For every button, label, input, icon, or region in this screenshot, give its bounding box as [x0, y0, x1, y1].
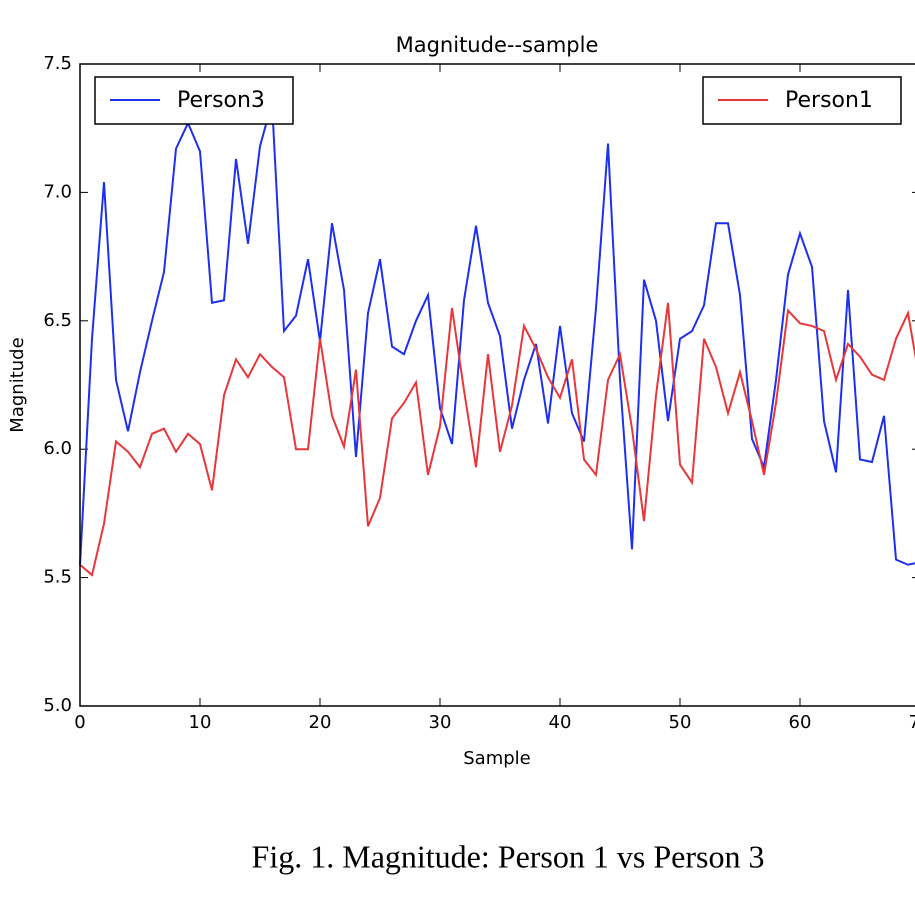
x-tick-label: 50	[669, 712, 692, 733]
x-tick-label: 30	[429, 712, 452, 733]
data-line	[79, 102, 915, 566]
plot-frame	[79, 63, 915, 707]
y-axis-label: Magnitude	[7, 337, 28, 432]
legend-label: Person1	[785, 88, 873, 113]
x-tick-label: 0	[74, 712, 85, 733]
chart-title: Magnitude--sample	[396, 33, 599, 57]
caption: Fig. 1. Magnitude: Person 1 vs Person 3	[252, 838, 765, 874]
legend-label: Person3	[177, 88, 265, 113]
x-tick-label: 60	[789, 712, 812, 733]
x-axis-label: Sample	[463, 748, 531, 769]
legend-box	[702, 76, 902, 125]
y-tick-label: 6.0	[43, 438, 72, 459]
data-line	[79, 302, 915, 577]
y-tick-label: 5.5	[43, 567, 72, 588]
y-tick-label: 7.0	[43, 181, 72, 202]
y-tick-label: 6.5	[43, 310, 72, 331]
x-tick-label: 20	[309, 712, 332, 733]
y-tick-label: 7.5	[43, 53, 72, 74]
x-tick-label: 70	[909, 712, 915, 733]
x-tick-label: 40	[549, 712, 572, 733]
x-tick-label: 10	[189, 712, 212, 733]
y-tick-label: 5.0	[43, 695, 72, 716]
